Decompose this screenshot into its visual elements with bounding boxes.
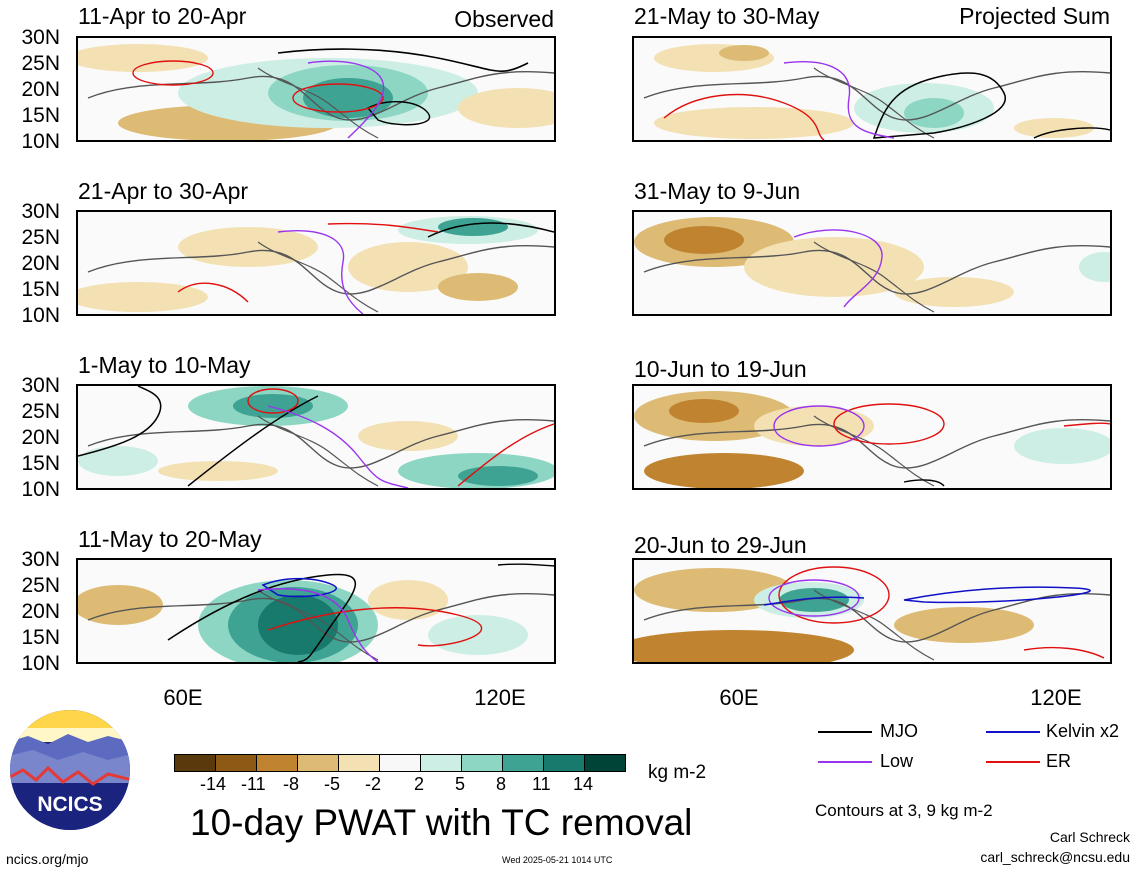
colorbar-swatch [585, 755, 625, 771]
colorbar-swatch [216, 755, 257, 771]
map-panel-5 [76, 384, 556, 490]
colorbar-tick: -14 [200, 774, 227, 794]
colorbar-tick: 2 [414, 774, 425, 794]
lat-label: 20N [21, 252, 60, 275]
map-graphic [643, 44, 1110, 140]
legend-line-kelvin [986, 731, 1040, 733]
colorbar-tick: 5 [455, 774, 466, 794]
panel-title-4: 31-May to 9-Jun [634, 178, 801, 204]
map-panel-6 [632, 384, 1112, 490]
footer-author: Carl Schreck [1049, 829, 1130, 845]
lat-label: 30N [21, 200, 60, 223]
lat-label: 10N [21, 304, 60, 327]
lat-label: 10N [21, 652, 60, 675]
colorbar-swatch [175, 755, 216, 771]
legend-label-kelvin: Kelvin x2 [1046, 721, 1120, 741]
panel-tag-observed: Observed [454, 6, 554, 32]
map-graphic [78, 386, 554, 488]
colorbar-swatch [339, 755, 380, 771]
colorbar-tick: -2 [365, 774, 382, 794]
panel-title-6: 10-Jun to 19-Jun [634, 356, 807, 382]
map-panel-7 [76, 558, 556, 664]
legend-label-low: Low [880, 751, 914, 771]
lat-label: 25N [21, 226, 60, 249]
colorbar-tick: -8 [283, 774, 300, 794]
map-graphic [634, 217, 1110, 313]
colorbar-tick: 8 [496, 774, 507, 794]
ncics-logo: NCICS [8, 708, 132, 832]
colorbar-tick: -11 [241, 774, 266, 794]
logo-graphic: NCICS [10, 710, 130, 830]
lat-label: 30N [21, 374, 60, 397]
contour-note: Contours at 3, 9 kg m-2 [815, 801, 993, 820]
footer-email: carl_schreck@ncsu.edu [980, 849, 1130, 865]
colorbar-swatch [257, 755, 298, 771]
lat-label: 20N [21, 78, 60, 101]
colorbar-swatch [298, 755, 339, 771]
colorbar-tick: -5 [324, 774, 341, 794]
legend-line-er [986, 761, 1040, 763]
colorbar-units: kg m-2 [648, 762, 707, 783]
lat-label: 15N [21, 626, 60, 649]
map-panel-8 [632, 558, 1112, 664]
lon-label: 60E [719, 685, 759, 710]
panel-tag-projected: Projected Sum [959, 3, 1110, 29]
map-panel-4 [632, 210, 1112, 316]
lat-label: 30N [21, 548, 60, 571]
lat-label: 30N [21, 26, 60, 49]
footer-url: ncics.org/mjo [6, 851, 89, 867]
map-graphic [78, 563, 554, 662]
map-graphic [78, 44, 554, 140]
lat-label: 25N [21, 400, 60, 423]
lon-label: 60E [163, 685, 203, 710]
map-graphic [78, 216, 554, 314]
map-panel-1 [76, 36, 556, 142]
panel-title-5: 1-May to 10-May [78, 352, 251, 378]
legend-line-low [818, 761, 872, 763]
panel-title-3: 21-Apr to 30-Apr [78, 178, 249, 204]
colorbar-swatch [462, 755, 503, 771]
lat-label: 15N [21, 452, 60, 475]
colorbar-swatch [421, 755, 462, 771]
panel-title-8: 20-Jun to 29-Jun [634, 532, 807, 558]
map-panel-2 [632, 36, 1112, 142]
panel-title-2: 21-May to 30-May [634, 3, 820, 29]
lat-label: 15N [21, 104, 60, 127]
lat-label: 10N [21, 478, 60, 501]
colorbar-swatch [503, 755, 544, 771]
lat-label: 20N [21, 600, 60, 623]
lat-label: 10N [21, 130, 60, 153]
lat-label: 25N [21, 574, 60, 597]
footer-timestamp: Wed 2025-05-21 1014 UTC [502, 855, 613, 865]
colorbar-swatch [380, 755, 421, 771]
logo-text: NCICS [37, 793, 102, 816]
lon-label: 120E [474, 685, 526, 710]
colorbar [174, 754, 626, 772]
figure-title: 10-day PWAT with TC removal [190, 802, 693, 843]
map-graphic [634, 391, 1110, 488]
lon-label: 120E [1030, 685, 1082, 710]
map-graphic [634, 566, 1110, 662]
panel-title-1: 11-Apr to 20-Apr [78, 3, 247, 29]
colorbar-tick: 14 [573, 774, 594, 794]
map-panel-3 [76, 210, 556, 316]
legend-label-er: ER [1046, 751, 1072, 771]
colorbar-swatch [544, 755, 585, 771]
legend-label-mjo: MJO [880, 721, 918, 741]
legend-line-mjo [818, 731, 872, 733]
lat-label: 15N [21, 278, 60, 301]
colorbar-tick: 11 [532, 774, 551, 794]
lat-label: 25N [21, 52, 60, 75]
panel-title-7: 11-May to 20-May [78, 526, 262, 552]
lat-label: 20N [21, 426, 60, 449]
